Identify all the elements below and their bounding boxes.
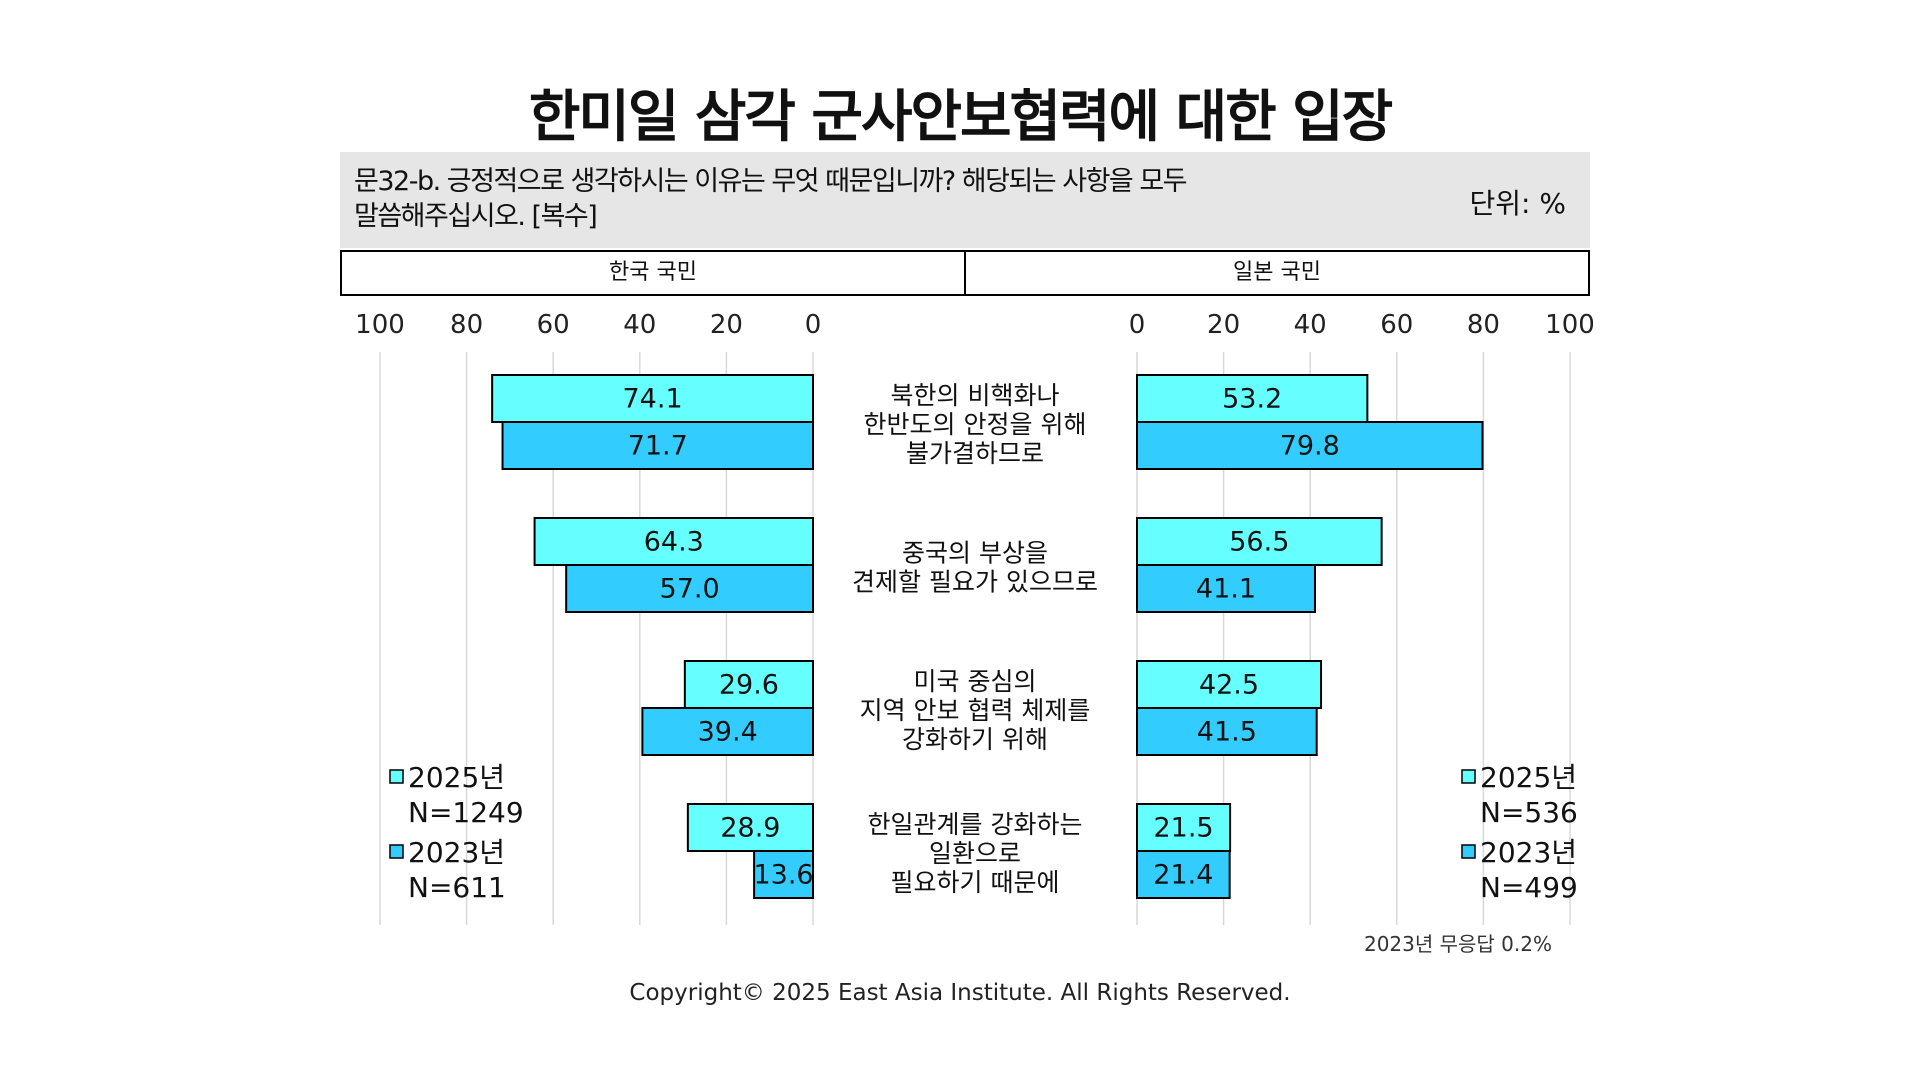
legend-label-japan-0: 2025년 (1480, 761, 1577, 794)
value-label-japan-2023년-1: 41.1 (1196, 574, 1256, 605)
legend-n-japan-1: N=499 (1480, 871, 1578, 904)
bar-korea-2023년-3 (753, 850, 814, 899)
value-label-korea-2025년-1: 64.3 (644, 527, 704, 558)
bar-korea-2023년-2 (641, 707, 815, 756)
panel-header-japan: 일본 국민 (1233, 260, 1321, 285)
tick-label-right-80: 80 (1467, 310, 1500, 340)
bar-korea-2025년-1 (533, 517, 814, 566)
legend-n-japan-0: N=536 (1480, 796, 1578, 829)
value-label-japan-2025년-3: 21.5 (1153, 813, 1213, 844)
legend-swatch-japan-1 (1461, 844, 1476, 859)
copyright-notice: Copyright© 2025 East Asia Institute. All… (629, 980, 1291, 1006)
footnote: 2023년 무응답 0.2% (1363, 932, 1552, 956)
tick-label-right-0: 0 (1129, 310, 1146, 340)
tick-label-right-60: 60 (1380, 310, 1413, 340)
tick-label-left-60: 60 (537, 310, 570, 340)
bar-japan-2025년-1 (1136, 517, 1383, 566)
panel-headers: 한국 국민 일본 국민 (340, 250, 1590, 296)
tick-label-left-0: 0 (805, 310, 822, 340)
bar-korea-2025년-3 (686, 803, 814, 852)
value-label-korea-2023년-1: 57.0 (660, 574, 720, 605)
value-label-korea-2023년-3: 13.6 (753, 860, 813, 891)
value-label-korea-2023년-0: 71.7 (628, 431, 688, 462)
legend-swatch-korea-0 (389, 769, 404, 784)
bar-japan-2023년-2 (1136, 707, 1318, 756)
category-label-3: 한일관계를 강화하는 일환으로 필요하기 때문에 (868, 810, 1083, 897)
legend-swatch-korea-1 (389, 844, 404, 859)
tick-label-right-20: 20 (1207, 310, 1240, 340)
bar-japan-2023년-0 (1136, 421, 1484, 470)
bar-japan-2025년-3 (1136, 803, 1232, 852)
value-label-korea-2025년-3: 28.9 (720, 813, 780, 844)
category-label-2: 미국 중심의 지역 안보 협력 체제를 강화하기 위해 (860, 667, 1091, 754)
tick-label-left-20: 20 (710, 310, 743, 340)
value-label-japan-2023년-3: 21.4 (1153, 860, 1213, 891)
question-text: 문32-b. 긍정적으로 생각하시는 이유는 무엇 때문입니까? 해당되는 사항… (354, 166, 1188, 232)
bar-korea-2023년-1 (565, 564, 814, 613)
chart-title: 한미일 삼각 군사안보협력에 대한 입장 (528, 85, 1393, 150)
bar-japan-2025년-0 (1136, 374, 1369, 423)
category-label-0: 북한의 비핵화나 한반도의 안정을 위해 불가결하므로 (864, 381, 1087, 468)
value-label-japan-2025년-0: 53.2 (1222, 384, 1282, 415)
value-label-japan-2023년-2: 41.5 (1197, 717, 1257, 748)
legend-label-korea-0: 2025년 (408, 761, 505, 794)
bar-korea-2025년-2 (683, 660, 814, 709)
panel-header-korea: 한국 국민 (342, 252, 966, 294)
value-label-korea-2023년-2: 39.4 (698, 717, 758, 748)
tick-label-right-100: 100 (1545, 310, 1595, 340)
legend-label-korea-1: 2023년 (408, 836, 505, 869)
value-label-japan-2025년-2: 42.5 (1199, 670, 1259, 701)
legend-n-korea-1: N=611 (408, 871, 506, 904)
value-label-japan-2023년-0: 79.8 (1280, 431, 1340, 462)
tick-label-left-100: 100 (355, 310, 405, 340)
tick-label-right-40: 40 (1294, 310, 1327, 340)
question-box: 문32-b. 긍정적으로 생각하시는 이유는 무엇 때문입니까? 해당되는 사항… (340, 152, 1590, 248)
value-label-korea-2025년-2: 29.6 (719, 670, 779, 701)
bar-japan-2023년-1 (1136, 564, 1316, 613)
tick-label-left-40: 40 (623, 310, 656, 340)
unit-label: 단위: % (1469, 187, 1566, 220)
legend-swatch-japan-0 (1461, 769, 1476, 784)
bar-japan-2023년-3 (1136, 850, 1231, 899)
legend-label-japan-1: 2023년 (1480, 836, 1577, 869)
bar-japan-2025년-2 (1136, 660, 1323, 709)
category-label-1: 중국의 부상을 견제할 필요가 있으므로 (852, 539, 1098, 597)
value-label-japan-2025년-1: 56.5 (1229, 527, 1289, 558)
legend-n-korea-0: N=1249 (408, 796, 524, 829)
bar-korea-2023년-0 (501, 421, 814, 470)
value-label-korea-2025년-0: 74.1 (623, 384, 683, 415)
tick-label-left-80: 80 (450, 310, 483, 340)
